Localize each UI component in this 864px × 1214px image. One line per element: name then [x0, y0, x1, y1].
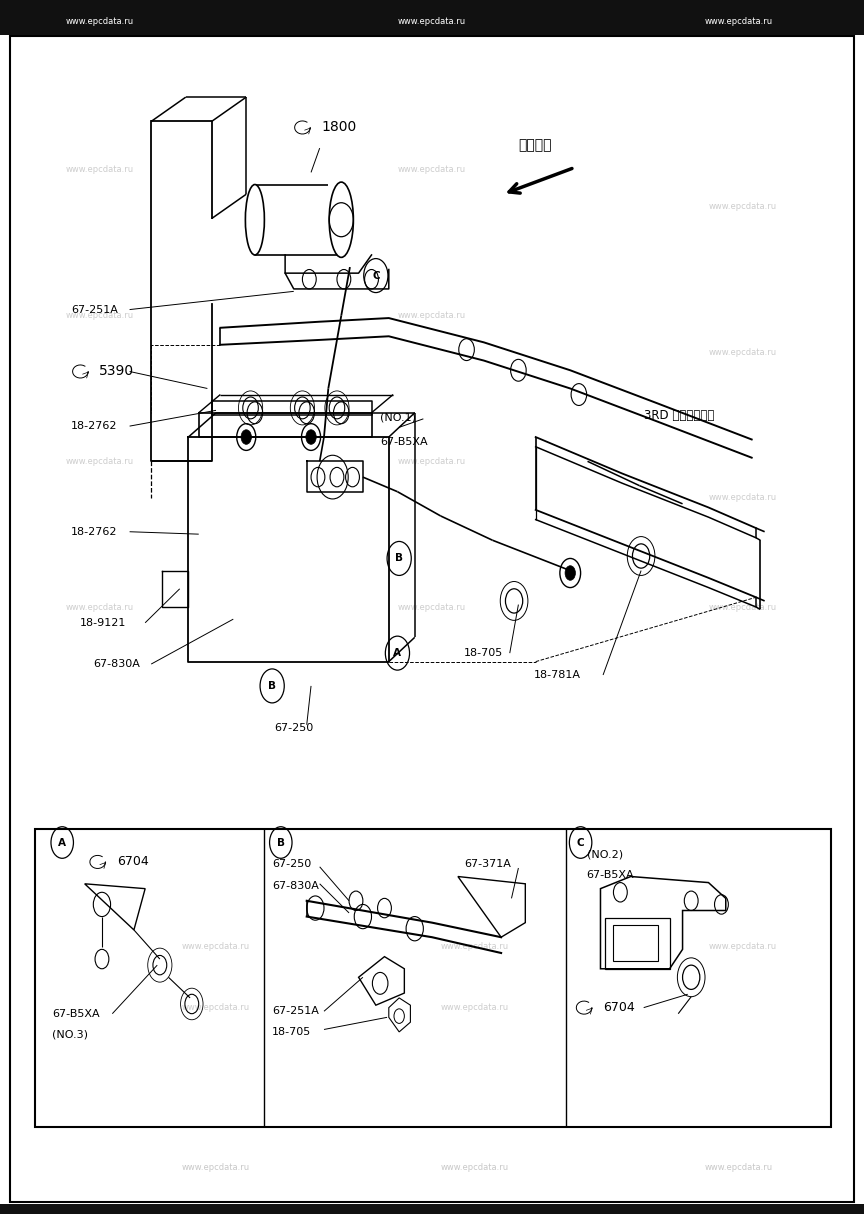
Text: www.epcdata.ru: www.epcdata.ru — [709, 942, 777, 952]
Text: 18-9121: 18-9121 — [79, 618, 126, 628]
Text: www.epcdata.ru: www.epcdata.ru — [182, 1163, 250, 1173]
Bar — [613, 925, 658, 961]
Text: www.epcdata.ru: www.epcdata.ru — [182, 1003, 250, 1012]
Text: 67-B5XA: 67-B5XA — [587, 870, 634, 880]
Ellipse shape — [245, 185, 264, 255]
Text: www.epcdata.ru: www.epcdata.ru — [705, 1163, 772, 1173]
Text: www.epcdata.ru: www.epcdata.ru — [398, 165, 466, 175]
Text: www.epcdata.ru: www.epcdata.ru — [66, 602, 133, 612]
Bar — [0, 0, 864, 35]
Text: (NO.3): (NO.3) — [52, 1029, 88, 1039]
Text: 67-250: 67-250 — [272, 860, 311, 869]
Text: www.epcdata.ru: www.epcdata.ru — [709, 347, 777, 357]
Text: A: A — [58, 838, 67, 847]
Text: 67-830A: 67-830A — [272, 881, 319, 891]
Bar — [0, 1204, 864, 1214]
Text: www.epcdata.ru: www.epcdata.ru — [442, 1163, 509, 1173]
Text: www.epcdata.ru: www.epcdata.ru — [398, 456, 466, 466]
Text: 18-781A: 18-781A — [534, 670, 581, 680]
Text: 18-2762: 18-2762 — [71, 421, 118, 431]
Text: 67-B5XA: 67-B5XA — [52, 1009, 99, 1019]
Text: B: B — [276, 838, 285, 847]
Text: C: C — [372, 271, 379, 280]
Text: www.epcdata.ru: www.epcdata.ru — [709, 493, 777, 503]
Text: www.epcdata.ru: www.epcdata.ru — [398, 17, 466, 27]
Text: 18-705: 18-705 — [272, 1027, 311, 1037]
Text: www.epcdata.ru: www.epcdata.ru — [66, 17, 133, 27]
Circle shape — [241, 430, 251, 444]
Bar — [35, 829, 831, 1127]
Text: www.epcdata.ru: www.epcdata.ru — [705, 17, 772, 27]
Text: 1800: 1800 — [321, 120, 357, 135]
Text: 6704: 6704 — [117, 856, 149, 868]
Text: B: B — [395, 554, 403, 563]
Text: www.epcdata.ru: www.epcdata.ru — [709, 602, 777, 612]
Text: (NO.2): (NO.2) — [587, 850, 623, 860]
Text: B: B — [268, 681, 276, 691]
Text: www.epcdata.ru: www.epcdata.ru — [66, 165, 133, 175]
Text: 67-B5XA: 67-B5XA — [380, 437, 428, 447]
Text: 5390: 5390 — [99, 364, 135, 379]
Circle shape — [306, 430, 316, 444]
Text: www.epcdata.ru: www.epcdata.ru — [398, 602, 466, 612]
Text: 18-705: 18-705 — [464, 648, 503, 658]
Text: 3RD クロスメンバ: 3RD クロスメンバ — [644, 409, 714, 421]
Text: 67-250: 67-250 — [274, 724, 313, 733]
Text: 6704: 6704 — [603, 1002, 635, 1014]
Text: 18-2762: 18-2762 — [71, 527, 118, 537]
Text: C: C — [577, 838, 584, 847]
Ellipse shape — [329, 182, 353, 257]
Text: A: A — [393, 648, 402, 658]
Text: www.epcdata.ru: www.epcdata.ru — [442, 942, 509, 952]
Text: www.epcdata.ru: www.epcdata.ru — [442, 1003, 509, 1012]
Text: www.epcdata.ru: www.epcdata.ru — [398, 311, 466, 320]
Text: 67-251A: 67-251A — [272, 1006, 319, 1016]
Bar — [605, 918, 670, 969]
Circle shape — [565, 566, 575, 580]
Text: (NO.1): (NO.1) — [380, 413, 416, 422]
Text: 67-830A: 67-830A — [93, 659, 140, 669]
Text: www.epcdata.ru: www.epcdata.ru — [66, 311, 133, 320]
Text: フロント: フロント — [518, 138, 552, 153]
Text: www.epcdata.ru: www.epcdata.ru — [709, 202, 777, 211]
Text: www.epcdata.ru: www.epcdata.ru — [66, 456, 133, 466]
Text: 67-371A: 67-371A — [464, 860, 511, 869]
Polygon shape — [389, 998, 410, 1032]
Text: www.epcdata.ru: www.epcdata.ru — [182, 942, 250, 952]
Text: 67-251A: 67-251A — [71, 305, 118, 314]
